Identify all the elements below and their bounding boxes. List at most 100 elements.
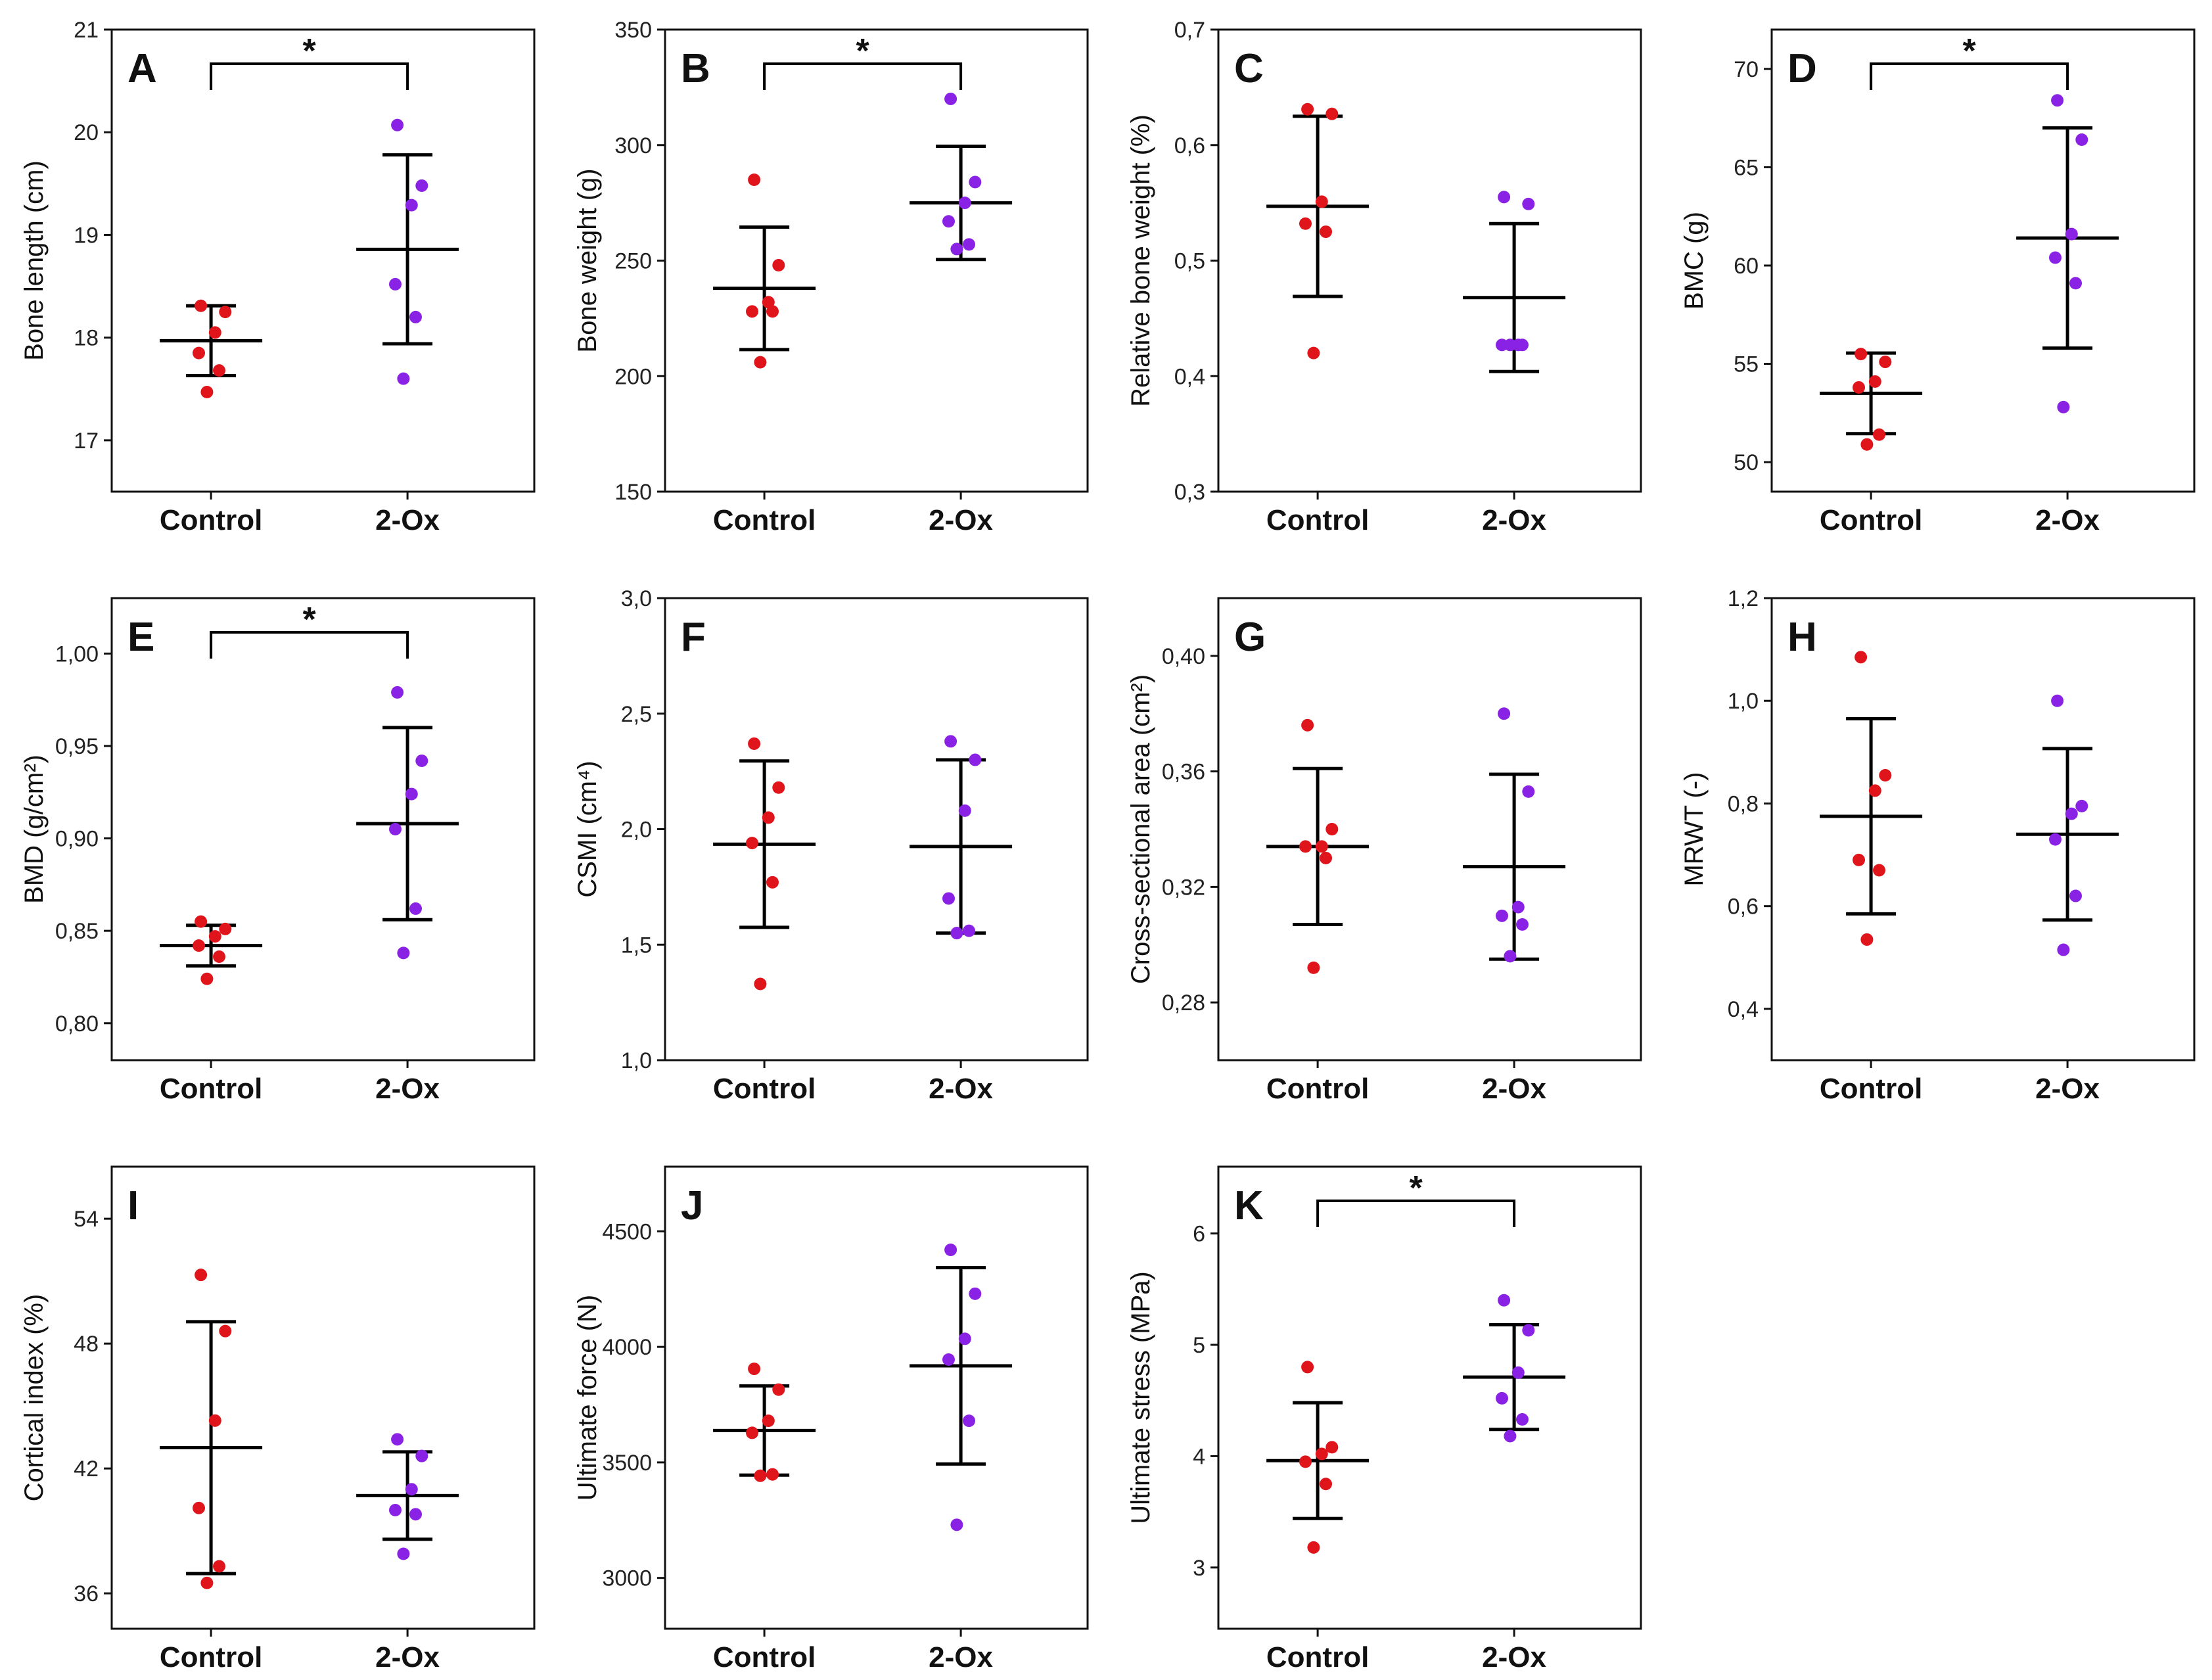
data-point-control [219,1324,232,1338]
data-point-control [754,977,767,991]
data-point-control [1879,356,1892,369]
panel-letter: E [127,615,154,660]
data-point-treatment [1511,900,1525,914]
data-point-treatment [409,902,422,915]
plot-frame [1217,597,1642,1062]
data-point-control [208,326,221,339]
x-tick-label: Control [1266,1641,1369,1673]
panel-letter: K [1234,1183,1264,1228]
x-tick-label: 2-Ox [929,1641,993,1673]
y-tick-label: 2,5 [621,702,652,727]
data-point-control [1853,381,1866,394]
data-point-control [1315,840,1328,853]
x-tick-label: 2-Ox [1482,504,1546,536]
y-tick-label: 20 [74,120,99,145]
data-point-treatment [944,1244,957,1257]
y-axis-label: Bone length (cm) [20,160,49,361]
data-point-treatment [1511,1366,1525,1379]
y-tick-label: 0,6 [1174,133,1205,158]
y-tick-label: 0,8 [1728,791,1759,816]
data-point-control [1325,1441,1339,1454]
panel-letter: H [1787,615,1817,660]
data-point-control [1299,217,1312,230]
y-axis-label: Cross-sectional area (cm²) [1126,674,1155,984]
data-point-treatment [1516,918,1529,931]
significance-marker: * [856,32,869,70]
data-point-treatment [1504,950,1517,963]
data-point-treatment [405,198,418,212]
data-point-control [1853,853,1866,866]
data-point-control [219,922,232,935]
data-point-treatment [950,243,963,256]
significance-bracket [763,62,963,90]
x-tick-label: Control [1266,504,1369,536]
data-point-control [1873,864,1886,877]
data-point-treatment [415,1449,428,1462]
data-point-control [1320,1478,1333,1491]
x-tick-label: 2-Ox [2035,1073,2100,1105]
data-point-treatment [415,179,428,192]
y-tick-label: 3000 [602,1566,652,1591]
y-axis-label: Ultimate force (N) [573,1295,602,1501]
significance-bracket [210,62,409,90]
plot-frame [664,28,1089,493]
panel-letter: I [127,1183,139,1228]
data-point-control [772,1383,785,1396]
y-tick-label: 50 [1734,450,1759,475]
data-point-control [1325,107,1339,120]
data-point-control [762,1414,775,1428]
panel-e: 0,80 0,85 0,90 0,95 1,00 Control 2-Ox BMD (g/cm… [20,597,536,1105]
y-axis-label: Relative bone weight (%) [1126,114,1155,407]
y-tick-label: 5 [1193,1333,1205,1358]
data-point-control [193,346,206,360]
data-point-treatment [1504,338,1517,352]
data-point-control [754,1469,767,1482]
data-point-treatment [2051,94,2064,107]
data-point-control [1873,428,1886,441]
data-point-treatment [389,1504,402,1516]
panel-d: 50 55 60 65 70 Control 2-Ox BMC (g) D * [1680,28,2196,536]
panel-i: 36 42 48 54 Control 2-Ox Cortical index (%) I [20,1165,536,1673]
y-tick-label: 4 [1193,1444,1205,1469]
data-point-treatment [389,823,402,835]
data-point-control [200,972,214,985]
significance-bracket [1316,1200,1516,1227]
y-tick-label: 0,6 [1728,895,1759,920]
x-tick-label: 2-Ox [1482,1641,1546,1673]
y-tick-label: 21 [74,18,99,43]
data-point-control [213,1560,226,1573]
data-point-treatment [1504,1430,1517,1443]
x-tick-label: 2-Ox [929,1073,993,1105]
y-tick-label: 3 [1193,1556,1205,1581]
panel-f: 1,0 1,5 2,0 2,5 3,0 Control 2-Ox CSMI (cm⁴) F [573,586,1089,1105]
x-tick-label: Control [1820,504,1922,536]
x-tick-label: Control [160,1641,262,1673]
data-point-control [195,299,208,312]
y-tick-label: 17 [74,429,99,454]
data-point-treatment [1498,1294,1511,1307]
data-point-treatment [2069,277,2082,290]
data-point-control [208,930,221,943]
panel-letter: C [1234,46,1264,91]
data-point-treatment [958,1332,971,1345]
data-point-control [193,939,206,952]
panel-letter: A [127,46,157,91]
significance-bracket [1870,62,2069,90]
x-tick-label: 2-Ox [2035,504,2100,536]
data-point-treatment [942,892,955,905]
data-point-control [1325,823,1339,835]
significance-marker: * [302,32,316,70]
plot-frame [664,1165,1089,1630]
y-tick-label: 48 [74,1332,99,1357]
data-point-treatment [2065,807,2078,820]
data-point-control [766,1468,779,1481]
data-point-treatment [963,238,975,251]
y-tick-label: 4500 [602,1219,652,1244]
data-point-treatment [1522,1324,1535,1337]
x-tick-label: 2-Ox [929,504,993,536]
data-point-treatment [391,686,404,699]
x-tick-label: Control [1820,1073,1922,1105]
y-axis-label: Ultimate stress (MPa) [1126,1271,1155,1524]
y-tick-label: 42 [74,1457,99,1482]
